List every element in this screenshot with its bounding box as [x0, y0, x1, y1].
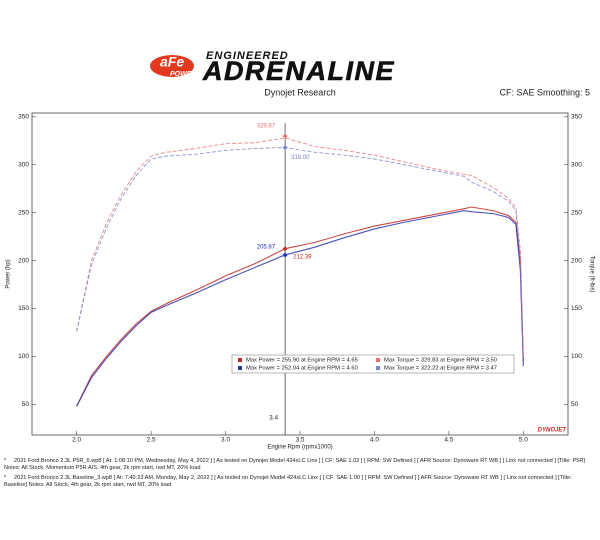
note-marker: * [4, 475, 7, 481]
cursor-value-label: 329.87 [257, 124, 276, 130]
y2-tick-label: 200 [571, 257, 582, 264]
watermark: DYNOJET [538, 428, 568, 434]
legend-label: Max Torque = 322.22 at Engine RPM = 3.47 [384, 366, 497, 372]
y2-tick-label: 150 [571, 305, 582, 312]
cursor-value-label: 318.00 [291, 155, 310, 161]
power-line [76, 206, 524, 407]
legend-swatch [238, 358, 242, 362]
legend-swatch [376, 366, 380, 370]
legend-label: Max Torque = 329.83 at Engine RPM = 3.50 [384, 358, 497, 364]
logo-sub: POWER [170, 71, 196, 78]
note: * 2021 Ford Bronco 2.3L Baseline_3.wp8 [… [4, 475, 596, 489]
x-tick-label: 4.5 [444, 437, 453, 444]
logo-brand: aFe [160, 54, 184, 70]
torque-line [76, 137, 524, 357]
notes: * 2021 Ford Bronco 2.3L P5R_6.wp8 [ At: … [4, 458, 596, 489]
x-tick-label: 5.0 [519, 437, 528, 444]
y-tick-label: 50 [22, 401, 30, 408]
legend-swatch [376, 358, 380, 362]
y-tick-label: 150 [18, 305, 29, 312]
legend-label: Max Power = 255.90 at Engine RPM = 4.65 [246, 358, 358, 364]
chart-subtitle: CF: SAE Smoothing: 5 [499, 87, 590, 97]
cursor-value-label: 205.87 [257, 245, 276, 251]
cursor-marker [282, 246, 288, 252]
cursor-marker [282, 133, 288, 139]
x-tick-label: 2.5 [147, 437, 156, 444]
tagline: ENGINEERED [206, 50, 289, 62]
notes-block: * 2021 Ford Bronco 2.3L P5R_6.wp8 [ At: … [4, 458, 596, 489]
note-marker: * [4, 458, 7, 464]
y-tick-label: 300 [18, 161, 29, 168]
torque-line [76, 147, 524, 362]
power-line [76, 210, 524, 407]
plot-frame [31, 112, 569, 436]
y2-tick-label: 350 [571, 114, 582, 121]
cursor-marker [282, 252, 288, 258]
y-axis-label: Power (hp) [6, 259, 12, 288]
x-tick-label: 4.0 [370, 437, 379, 444]
cursor-x-label: 3.4 [269, 415, 278, 422]
cursor-value-label: 212.39 [293, 254, 312, 260]
y2-tick-label: 100 [571, 353, 582, 360]
x-tick-label: 2.0 [72, 437, 81, 444]
y2-tick-label: 50 [571, 401, 579, 408]
y-tick-label: 350 [18, 114, 29, 121]
cursor-marker [282, 145, 288, 150]
y-tick-label: 200 [18, 257, 29, 264]
chart-title: Dynojet Research [264, 87, 336, 97]
y-tick-label: 250 [18, 209, 29, 216]
legend-label: Max Power = 252.04 at Engine RPM = 4.60 [246, 366, 358, 372]
note: * 2021 Ford Bronco 2.3L P5R_6.wp8 [ At: … [4, 458, 596, 472]
y2-tick-label: 300 [571, 161, 582, 168]
note-text: 2021 Ford Bronco 2.3L P5R_6.wp8 [ At: 1:… [4, 458, 585, 471]
y2-axis-label: Torque (ft-lbs) [588, 255, 594, 292]
y2-tick-label: 250 [571, 209, 582, 216]
legend-box [231, 354, 515, 374]
x-tick-label: 3.5 [295, 437, 304, 444]
x-tick-label: 3.0 [221, 437, 230, 444]
logo-badge [150, 55, 194, 77]
legend-swatch [238, 366, 242, 370]
note-text: 2021 Ford Bronco 2.3L Baseline_3.wp8 [ A… [4, 475, 572, 488]
x-axis-label: Engine Rpm (rpmx1000) [267, 445, 332, 451]
wordmark: ADRENALINE [202, 56, 395, 86]
y-tick-label: 100 [18, 353, 29, 360]
